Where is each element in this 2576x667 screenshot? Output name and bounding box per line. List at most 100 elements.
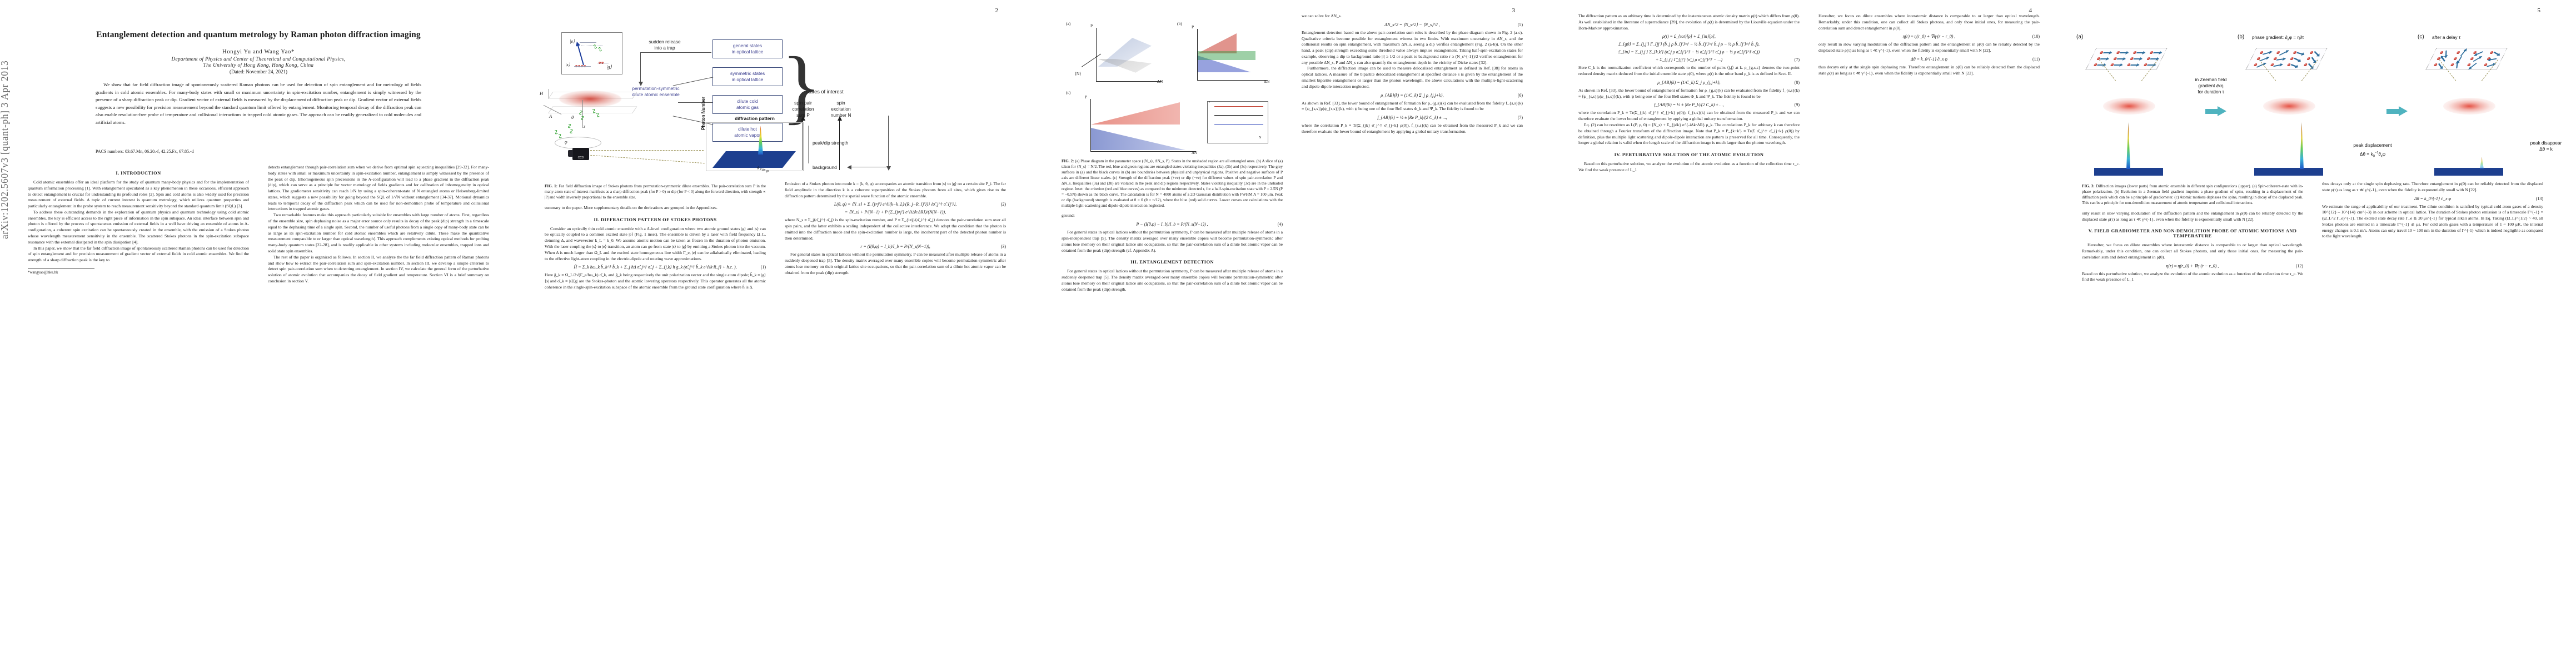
axis-vertical — [1197, 29, 1198, 80]
page-3-column-right: we can solve for ΔN_s. ΔN_s^2 = ⟨N_s^2⟩ … — [1302, 13, 1523, 502]
axis-vertical — [1090, 99, 1091, 151]
equation: L(θ, φ) = ⟨N_s⟩ + Σ_{j≠j'} e^{i(k−k_L)·(… — [785, 202, 1006, 207]
region-green — [1198, 51, 1255, 60]
excited-level-line — [580, 42, 596, 43]
equation: ρ_{AB}(k) = (1/C_k) Σ_j ρ_{j,j+k}, (6) — [1302, 93, 1523, 98]
figure-2-panel-c-axes: P ΔN r N — [1074, 94, 1272, 157]
equation-number: (5) — [1517, 22, 1523, 27]
spin-excitation-uparrow — [836, 116, 843, 170]
paragraph: As shown in Ref. [33], the lower bound o… — [1302, 100, 1523, 112]
diffraction-peak — [2300, 122, 2304, 169]
section-heading-entanglement: III. ENTANGLEMENT DETECTION — [1130, 260, 1214, 265]
peak-eq-tail: φ — [2382, 151, 2386, 157]
peak-eq-sub2: x — [2380, 155, 2383, 158]
equation-number: (10) — [2032, 34, 2040, 39]
background-label: background — [813, 165, 837, 170]
diffraction-plot-a — [2094, 122, 2163, 176]
figure-2: (a) (b) (c) P ΔN ⟨N⟩ — [1062, 20, 1283, 160]
equation-number: (8) — [1794, 79, 1800, 85]
plot-background-plane — [2434, 168, 2503, 176]
ket-e-label: |e⟩ — [570, 38, 575, 44]
equation-text: ρ(t) = £_{tot}[ρ] + £_{in}[ρ], — [1662, 34, 1716, 39]
equation-text: £_{in} = Σ_{j,j'} Σ_{k,k'} (σ̂_j ρ σ̂_{j… — [1618, 49, 1760, 55]
page-number: 3 — [1512, 7, 1516, 14]
figure-2-panel-b-axes: P ΔN — [1183, 24, 1274, 84]
equation-text: ρ_{AB}(k) = (1/C_k) Σ_j ρ_{j,j+k}, — [1381, 92, 1444, 98]
transition-arrow-head — [2218, 106, 2226, 116]
page-5-column-right: thus decays only at the single spin deph… — [2322, 181, 2543, 667]
y-axis-label: Photon Number — [701, 97, 706, 130]
equation: = ⟨N_s⟩ + P/(N−1) + P (Σ_{j≠j'} e^{iΔk·Δ… — [785, 210, 1006, 215]
axis-label-Ns: ⟨N⟩ — [1075, 71, 1082, 76]
figure-3-panel-c-label: (c) — [2418, 34, 2424, 40]
transition-arrow-head — [2399, 106, 2408, 116]
figure-2-panel-a-axes: P ΔN ⟨N⟩ — [1074, 23, 1168, 86]
equation-text: ΔN_s^2 = ⟨N_s^2⟩ − ⟨N_s⟩^2 , — [1384, 22, 1440, 27]
paragraph: Entanglement detection based on the abov… — [1302, 29, 1523, 65]
paragraph: Emission of a Stokes photon into mode k … — [785, 181, 1006, 198]
peak-eq-op: ∂ — [2378, 151, 2381, 157]
page-4-column-left: The diffraction pattern as an arbitrary … — [1578, 13, 1800, 502]
diffraction-peak-decayed — [2480, 157, 2484, 169]
equation-text: η(r) ≈ η(r_0) + ∇η·(r − r_0) , — [1902, 34, 1956, 39]
equation: η(r) ≈ η(r_0) + ∇η·(r − r_0) , (10) — [1818, 34, 2040, 39]
stokes-photon-squiggle: ∿∿ — [591, 42, 605, 54]
ccd-to-plot-dashed-line — [590, 155, 705, 164]
equation: ρ(t) = £_{tot}[ρ] + £_{in}[ρ], — [1578, 34, 1800, 39]
page-5: 5 (a) — [2067, 0, 2576, 667]
inset-curve-red — [1214, 106, 1263, 107]
diffraction-peak — [2126, 122, 2130, 169]
sudden-release-label: sudden release into a trap — [649, 39, 681, 51]
page-1-column-left: I. INTRODUCTION Cold atomic ensembles of… — [28, 165, 249, 654]
inset-curve-black — [1214, 115, 1263, 116]
figure-3-caption-text: Diffraction images (lower parts) from at… — [2082, 184, 2303, 205]
axis-label-deltaN: ΔN — [1264, 79, 1270, 84]
paragraph: only result in slow varying modulation o… — [1818, 42, 2040, 53]
emitted-photon-squiggle: ∿∿ — [565, 122, 576, 136]
paragraph: Consider an optically thin cold atomic e… — [545, 226, 766, 261]
paragraph: Furthermore, the diffraction image can b… — [1302, 66, 1523, 89]
phase-gradient-label: phase gradient: ∂xφ = η∂τ — [2252, 34, 2335, 42]
figure-3-panel-b-label: (b) — [2238, 34, 2245, 40]
equation-number: (2) — [1000, 202, 1006, 207]
paragraph: Eq. (2) can be rewritten as L(P, ρ, 0) =… — [1578, 122, 1800, 146]
peak-eq-main: Δθ = k — [2359, 151, 2373, 157]
equation-number: (1) — [760, 265, 766, 270]
figure-2-panel-b-label: (b) — [1177, 21, 1182, 26]
page-2-column-left: FIG. 1: Far field diffraction image of S… — [545, 181, 766, 667]
figure-2-caption: FIG. 2: (a) Phase diagram in the paramet… — [1062, 159, 1283, 208]
atomic-ensemble-box — [548, 84, 637, 116]
page-4-column-right: Hereafter, we focus on dilute ensembles … — [1818, 13, 2040, 502]
plot-background-plane — [712, 151, 796, 168]
axis-label-P: P — [1090, 23, 1093, 28]
equation: £_{in} = Σ_{j,j'} Σ_{k,k'} (σ̂_j ρ σ̂_{j… — [1578, 49, 1800, 54]
equation-text: f_{AB}(k) = ½ ± |Re P_k|/(2 C_k) ± ..., — [1377, 115, 1447, 121]
flow-box-general-states: general states in optical lattice — [712, 39, 783, 58]
figure-1: |e⟩ |s⟩ ∿∿ |g⟩ H A — [539, 19, 1012, 175]
phase-gradient-label-sub: x — [2287, 38, 2289, 42]
z-axis-line — [582, 100, 583, 128]
equation: Ĥ = Σ_k ħω_k b̂_k^† b̂_k + Σ_j ħΔ σ̂_j^†… — [545, 265, 766, 270]
peak-displacement-label: peak displacement — [2353, 142, 2392, 148]
z-axis-label: z — [584, 123, 586, 129]
paragraph: The rest of the paper is organized as fo… — [268, 254, 489, 283]
paragraph: only result in slow varying modulation o… — [2082, 210, 2303, 222]
equation: Δθ = k_0^{-1} ∂_x φ (11) — [1818, 57, 2040, 62]
page-3-columns: (a) (b) (c) P ΔN ⟨N⟩ — [1062, 13, 1523, 653]
pacs-numbers: PACS numbers: 03.67.Mn, 06.20.-f, 42.25.… — [96, 149, 194, 154]
plot-frame — [706, 122, 804, 171]
peak-strength-dim-arrow — [808, 126, 809, 163]
phase-gradient-label-main: phase gradient: ∂ — [2252, 34, 2288, 40]
paragraph: For general states in optical lattices w… — [1062, 268, 1283, 292]
phi-angle-label: φ — [565, 139, 567, 145]
diffraction-plot-c — [2434, 122, 2503, 176]
page-title: Entanglement detection and quantum metro… — [96, 30, 421, 39]
peak-displacement-equation: Δθ = k0−1∂xφ — [2339, 151, 2406, 159]
paragraph: thus decays only at the single spin deph… — [1818, 64, 2040, 76]
equation-text: L(θ, φ) = ⟨N_s⟩ + Σ_{j≠j'} e^{i(k−k_L)·(… — [834, 202, 957, 207]
figure-2-inset: r N — [1207, 101, 1268, 143]
spin-array-b — [2246, 48, 2327, 69]
atom-cloud-c — [2443, 98, 2495, 115]
page-1-columns: I. INTRODUCTION Cold atomic ensembles of… — [28, 165, 489, 654]
equation-number: (6) — [1517, 92, 1523, 98]
